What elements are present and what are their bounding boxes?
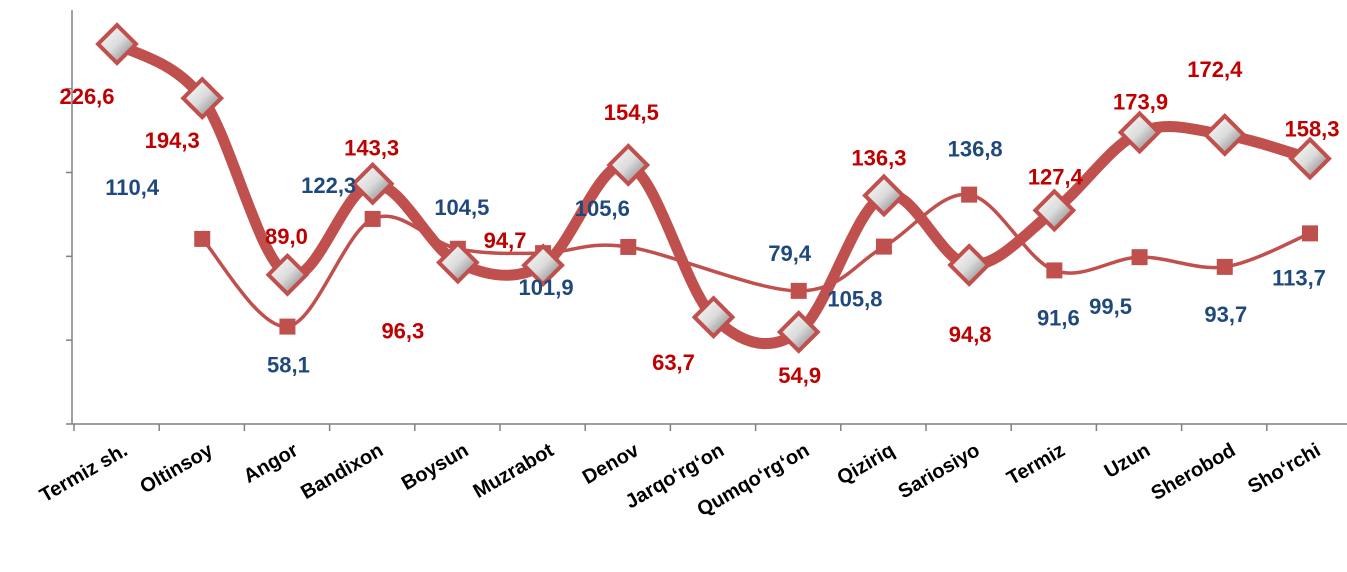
square-marker [364, 210, 381, 227]
square-marker [1131, 249, 1148, 266]
data-label-thin: 122,3 [301, 173, 356, 198]
series-thick-group [95, 22, 1332, 354]
square-marker [279, 318, 296, 335]
square-marker [194, 230, 211, 247]
data-label-thin: 101,9 [519, 275, 574, 300]
data-label-thin: 91,6 [1037, 305, 1080, 330]
data-label-thick: 96,3 [381, 319, 424, 344]
data-label-thick: 136,3 [851, 145, 906, 170]
diamond-marker [1288, 136, 1332, 181]
diamond-marker [691, 295, 736, 340]
square-marker [1302, 225, 1318, 242]
square-marker [790, 282, 807, 299]
x-tick-label: Termiz [1003, 439, 1069, 490]
square-marker [1046, 262, 1063, 279]
data-label-thin: 79,4 [768, 241, 812, 266]
x-tick-label: Oltinsoy [136, 439, 217, 498]
square-marker [620, 238, 637, 255]
data-label-thin: 105,8 [827, 287, 882, 312]
data-label-thick: 94,7 [484, 228, 527, 253]
data-label-thin: 110,4 [105, 175, 160, 200]
x-tick-label: Bandixon [297, 439, 387, 504]
x-tick-label: Sherobod [1147, 439, 1239, 505]
square-marker [875, 238, 892, 255]
data-label-thick: 158,3 [1284, 117, 1339, 142]
data-label-thick: 94,8 [949, 322, 992, 347]
data-label-thin: 113,7 [1272, 265, 1326, 290]
diamond-marker [350, 161, 395, 206]
data-label-thick: 63,7 [652, 350, 695, 375]
diamond-marker [521, 243, 565, 288]
data-label-thick: 172,4 [1187, 57, 1243, 82]
data-label-thin: 136,8 [948, 137, 1003, 162]
data-label-thin: 104,5 [434, 195, 489, 220]
data-label-thick: 226,6 [59, 84, 114, 109]
diamond-marker [947, 243, 991, 287]
value-labels-group: 226,6 194,3 89,0 143,3 96,3 94,7 154,5 63,7 54,9… [59, 57, 1339, 388]
data-label-thin: 58,1 [267, 353, 310, 378]
diamond-marker [1202, 113, 1247, 157]
data-label-thick: 127,4 [1028, 164, 1084, 189]
x-tick-label: Sho‘rchi [1244, 439, 1324, 498]
data-label-thick: 154,5 [604, 100, 659, 125]
diamond-marker [436, 240, 480, 285]
x-tick-label: Qiziriq [834, 439, 899, 489]
x-tick-label: Termiz sh. [36, 439, 131, 507]
data-label-thick: 89,0 [265, 224, 308, 249]
x-tick-label: Angor [240, 439, 302, 488]
data-label-thin: 93,7 [1204, 302, 1247, 327]
x-tick-label: Uzun [1101, 439, 1154, 482]
x-tick-label: Denov [579, 439, 644, 489]
diamond-marker [1032, 188, 1077, 233]
data-label-thick: 194,3 [145, 128, 200, 153]
diamond-marker [1117, 110, 1162, 155]
data-label-thick: 54,9 [778, 363, 821, 388]
x-tick-label: Boysun [398, 439, 473, 495]
x-tick-label: Sariosiyo [895, 439, 984, 503]
diamond-marker [265, 252, 310, 297]
data-label-thick: 143,3 [344, 136, 399, 161]
diamond-marker [95, 22, 139, 66]
square-marker [961, 186, 978, 203]
diamond-marker [776, 310, 821, 354]
data-label-thick: 173,9 [1113, 89, 1168, 114]
square-marker [1216, 258, 1233, 275]
diamond-marker [862, 173, 906, 218]
data-label-thin: 99,5 [1089, 294, 1132, 319]
data-label-thin: 105,6 [575, 196, 630, 221]
series-thin-line [200, 192, 1311, 329]
series-thin-group [194, 186, 1318, 335]
diamond-marker [180, 76, 225, 121]
x-tick-label: Muzrabot [470, 439, 558, 503]
diamond-marker [606, 143, 651, 187]
chart-axes [66, 10, 1347, 431]
